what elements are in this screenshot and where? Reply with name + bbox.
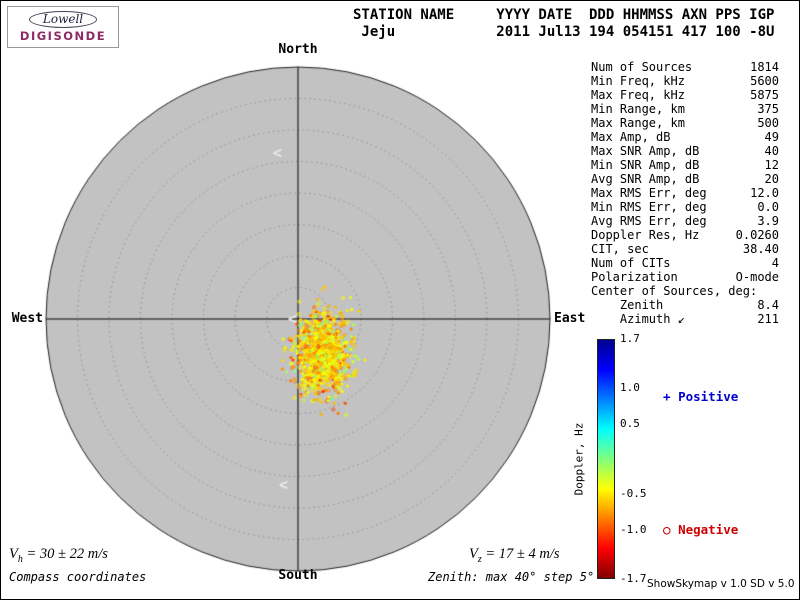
- colorbar-tick-label: -1.7: [620, 572, 647, 585]
- info-row-value: 38.40: [742, 242, 779, 256]
- info-row: Doppler Res, Hz 0.0260: [591, 228, 779, 242]
- info-row-label: Avg SNR Amp, dB: [591, 172, 700, 186]
- plus-icon: +: [663, 389, 671, 404]
- info-row: Avg RMS Err, deg 3.9: [591, 214, 779, 228]
- info-row-label: Num of Sources: [591, 60, 693, 74]
- info-row: Max Range, km 500: [591, 116, 779, 130]
- horizontal-velocity-annotation: Vh = 30 ± 22 m/s: [9, 546, 108, 565]
- legend-negative: ○ Negative: [663, 522, 738, 537]
- info-row-value: 49: [764, 130, 779, 144]
- legend-negative-label: Negative: [678, 522, 739, 537]
- info-row: Polarization O-mode: [591, 270, 779, 284]
- info-row: Center of Sources, deg:: [591, 284, 779, 298]
- info-row-value: 4: [771, 256, 779, 270]
- header-table: STATION NAME YYYY DATE DDD HHMMSS AXN PP…: [353, 7, 774, 41]
- info-row-label: Doppler Res, Hz: [591, 228, 700, 242]
- info-row-label: Avg RMS Err, deg: [591, 214, 707, 228]
- info-row-label: Num of CITs: [591, 256, 671, 270]
- info-row-value: 0.0: [757, 200, 779, 214]
- info-row-value: 5875: [750, 88, 779, 102]
- info-row-label: Min SNR Amp, dB: [591, 158, 700, 172]
- header-values-row: Jeju 2011 Jul13 194 054151 417 100 -8U: [353, 24, 775, 40]
- colorbar-tick-label: -0.5: [620, 487, 647, 501]
- info-row: Max SNR Amp, dB 40: [591, 144, 779, 158]
- colorbar-tick-label: 1.0: [620, 381, 640, 395]
- info-row: Max RMS Err, deg 12.0: [591, 186, 779, 200]
- info-row-value: 12: [764, 158, 779, 172]
- info-row-value: 8.4: [757, 298, 779, 312]
- colorbar-tick-label: 0.5: [620, 416, 640, 430]
- info-row-label: Max Amp, dB: [591, 130, 671, 144]
- info-row: Max Amp, dB 49: [591, 130, 779, 144]
- info-row: Min RMS Err, deg 0.0: [591, 200, 779, 214]
- info-row-label: Azimuth ↙: [591, 312, 685, 326]
- info-row: Min Freq, kHz 5600: [591, 74, 779, 88]
- info-row-label: Min Freq, kHz: [591, 74, 685, 88]
- header-columns-row: STATION NAME YYYY DATE DDD HHMMSS AXN PP…: [353, 7, 775, 23]
- info-row: Num of CITs 4: [591, 256, 779, 270]
- info-row: Azimuth ↙ 211: [591, 312, 779, 326]
- info-row-value: 40: [764, 144, 779, 158]
- label-south: South: [278, 568, 318, 583]
- info-row-label: Min Range, km: [591, 102, 685, 116]
- colorbar-tick-label: 1.7: [620, 332, 640, 345]
- info-row-value: 5600: [750, 74, 779, 88]
- zenith-scale-note: Zenith: max 40° step 5°: [428, 570, 595, 584]
- info-row: Min SNR Amp, dB 12: [591, 158, 779, 172]
- circle-icon: ○: [663, 522, 671, 537]
- label-west: West: [11, 311, 43, 326]
- label-east: East: [554, 311, 586, 326]
- colorbar-axis-label: Doppler, Hz: [572, 422, 586, 496]
- info-row-value: O-mode: [735, 270, 779, 284]
- info-panel: Num of Sources 1814 Min Freq, kHz 5600 Max F…: [591, 60, 779, 326]
- info-row-label: Min RMS Err, deg: [591, 200, 707, 214]
- label-north: North: [278, 42, 318, 57]
- info-row-value: 375: [757, 102, 779, 116]
- info-row: Avg SNR Amp, dB 20: [591, 172, 779, 186]
- legend-positive-label: Positive: [678, 389, 739, 404]
- info-row-value: 211: [757, 312, 779, 326]
- lowell-digisonde-logo: Lowell DIGISONDE: [7, 6, 119, 48]
- info-row-value: 0.0260: [735, 228, 779, 242]
- info-row-label: Max Freq, kHz: [591, 88, 685, 102]
- info-row-value: 1814: [750, 60, 779, 74]
- info-row: CIT, sec 38.40: [591, 242, 779, 256]
- info-row-label: CIT, sec: [591, 242, 649, 256]
- info-row-value: 20: [764, 172, 779, 186]
- coordinates-note: Compass coordinates: [9, 570, 147, 584]
- info-row-value: 12.0: [750, 186, 779, 200]
- info-row-label: Center of Sources, deg:: [591, 284, 758, 298]
- colorbar-ticks: 1.7 1.0 0.5 -0.5 -1.0 -1.7: [620, 333, 656, 584]
- info-row-value: 3.9: [757, 214, 779, 228]
- info-row: Max Freq, kHz 5875: [591, 88, 779, 102]
- colorbar-tick-label: -1.0: [620, 522, 647, 536]
- info-row: Zenith 8.4: [591, 298, 779, 312]
- software-version: ShowSkymap v 1.0 SD v 5.0: [647, 578, 795, 590]
- vertical-velocity-annotation: Vz = 17 ± 4 m/s: [469, 546, 560, 565]
- info-row: Num of Sources 1814: [591, 60, 779, 74]
- info-row-value: 500: [757, 116, 779, 130]
- info-row: Min Range, km 375: [591, 102, 779, 116]
- lowell-logo-text: Lowell: [28, 11, 98, 28]
- legend-positive: + Positive: [663, 389, 738, 404]
- skymap-polar-plot: [42, 63, 554, 575]
- digisonde-logo-text: DIGISONDE: [19, 29, 107, 43]
- info-row-label: Max SNR Amp, dB: [591, 144, 700, 158]
- colorbar: [597, 339, 615, 579]
- info-row-label: Max Range, km: [591, 116, 685, 130]
- info-row-label: Polarization: [591, 270, 678, 284]
- info-row-label: Zenith: [591, 298, 664, 312]
- info-row-label: Max RMS Err, deg: [591, 186, 707, 200]
